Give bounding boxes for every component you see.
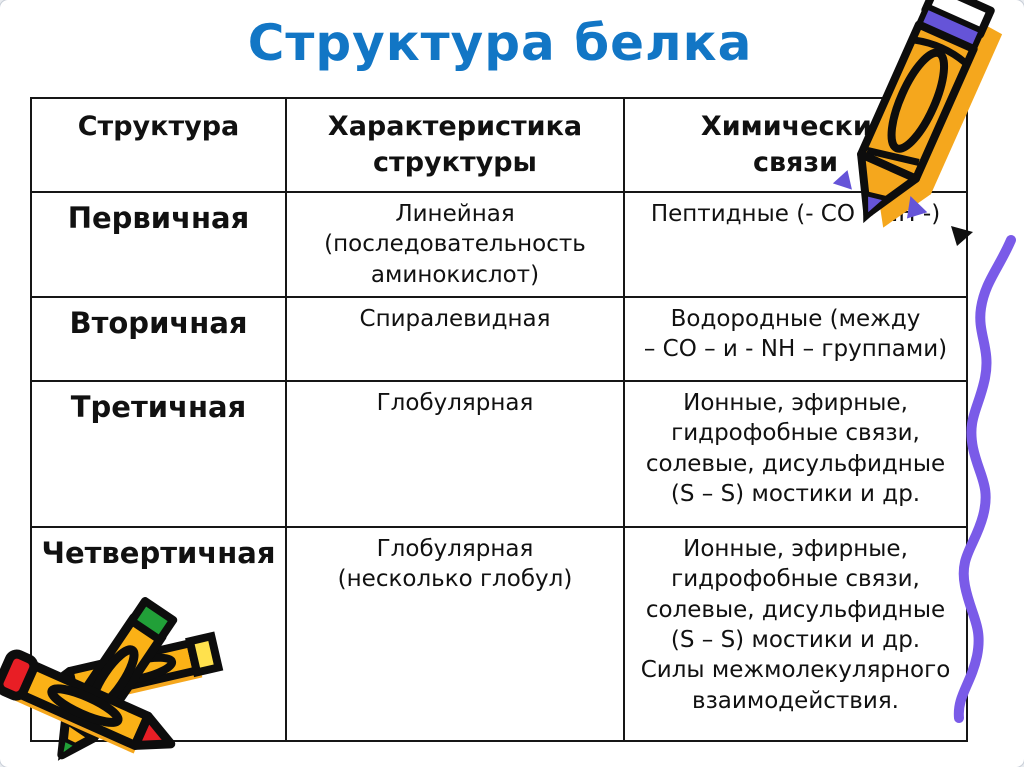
cell-bonds: Ионные, эфирные, гидрофобные связи, соле… [623, 526, 968, 742]
cell-characteristic: Глобулярная (несколько глобул) [285, 526, 625, 742]
table-row: Четвертичная Глобулярная (несколько глоб… [30, 526, 968, 742]
protein-structure-table: Структура Характеристика структуры Химич… [30, 97, 968, 742]
cell-characteristic: Глобулярная [285, 380, 625, 528]
cell-structure: Вторичная [30, 296, 287, 382]
slide-title: Структура белка [247, 14, 753, 72]
cell-bonds: Водородные (между – CO – и - NH – группа… [623, 296, 968, 382]
table-row: Третичная Глобулярная Ионные, эфирные, г… [30, 380, 968, 528]
cell-bonds: Пептидные (- CO – NH -) [623, 191, 968, 298]
cell-bonds: Ионные, эфирные, гидрофобные связи, соле… [623, 380, 968, 528]
cell-characteristic: Спиралевидная [285, 296, 625, 382]
cell-structure: Первичная [30, 191, 287, 298]
table-header-row: Структура Характеристика структуры Химич… [30, 97, 968, 193]
table-row: Первичная Линейная (последовательность а… [30, 191, 968, 298]
table-row: Вторичная Спиралевидная Водородные (межд… [30, 296, 968, 382]
header-structure: Структура [30, 97, 287, 193]
header-bonds: Химические связи [623, 97, 968, 193]
header-characteristic: Характеристика структуры [285, 97, 625, 193]
cell-characteristic: Линейная (последовательность аминокислот… [285, 191, 625, 298]
cell-structure: Третичная [30, 380, 287, 528]
cell-structure: Четвертичная [30, 526, 287, 742]
